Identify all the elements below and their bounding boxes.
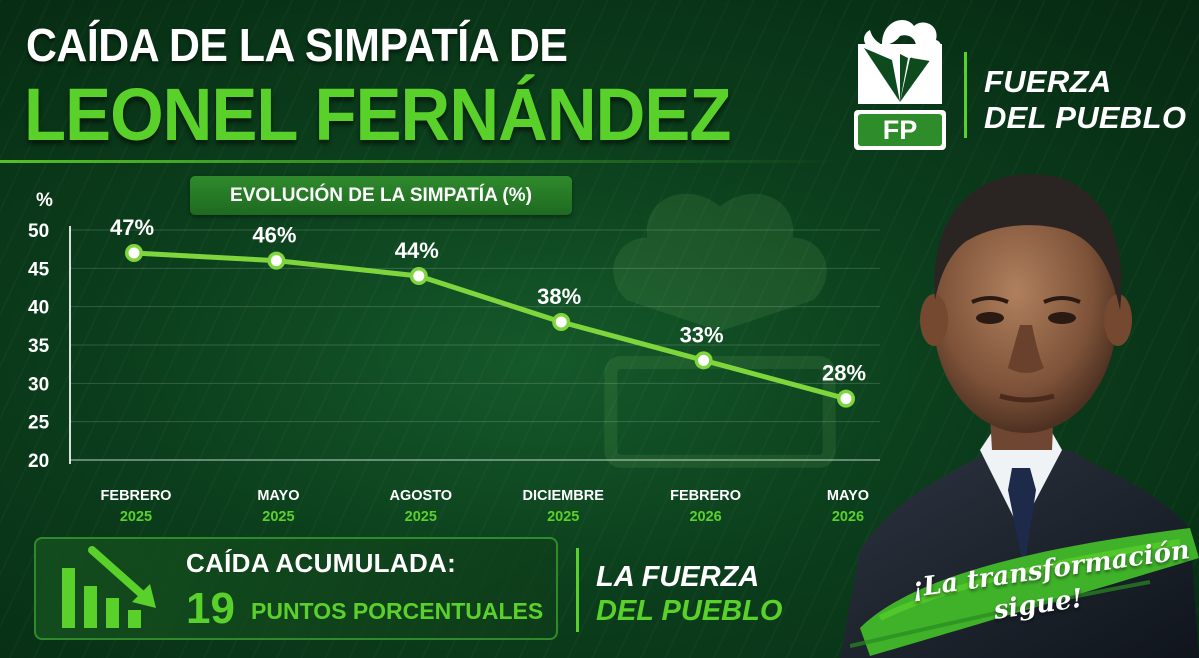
brush-stroke bbox=[850, 528, 1199, 656]
y-tick-label: 30 bbox=[28, 374, 49, 395]
x-tick-month: FEBRERO bbox=[101, 488, 172, 504]
y-tick-label: 20 bbox=[28, 451, 49, 472]
chart-series bbox=[125, 244, 855, 408]
watermark-logo-icon bbox=[604, 193, 836, 468]
x-tick-month: DICIEMBRE bbox=[523, 488, 605, 504]
x-tick-month: AGOSTO bbox=[390, 488, 453, 504]
data-point-inner bbox=[128, 247, 140, 259]
x-tick-month: MAYO bbox=[257, 488, 299, 504]
series-line bbox=[131, 250, 849, 402]
data-label: 44% bbox=[395, 238, 439, 263]
data-point-inner bbox=[413, 270, 425, 282]
data-point-inner bbox=[698, 354, 710, 366]
slogan-divider bbox=[576, 548, 579, 632]
slogan-line2: DEL PUEBLO bbox=[596, 595, 783, 627]
brand-name-line2: DEL PUEBLO bbox=[984, 100, 1187, 135]
summary-label: CAÍDA ACUMULADA: bbox=[186, 548, 457, 578]
summary-value: 19 bbox=[186, 584, 235, 633]
declining-bars-icon bbox=[62, 546, 156, 628]
x-tick-year: 2025 bbox=[547, 509, 579, 525]
x-tick-year: 2026 bbox=[689, 509, 721, 525]
fp-logo: FP bbox=[852, 14, 948, 152]
y-tick-label: 50 bbox=[28, 221, 49, 242]
chart-grid bbox=[70, 229, 880, 423]
x-tick-year: 2026 bbox=[832, 509, 864, 525]
data-point-inner bbox=[840, 393, 852, 405]
slogan-line1: LA FUERZA bbox=[596, 561, 760, 593]
data-point-inner bbox=[270, 255, 282, 267]
x-tick-year: 2025 bbox=[262, 509, 294, 525]
x-tick-year: 2025 bbox=[405, 509, 437, 525]
logo-text: FP bbox=[883, 115, 918, 145]
chart-title: EVOLUCIÓN DE LA SIMPATÍA (%) bbox=[190, 176, 572, 215]
page-title-line1: CAÍDA DE LA SIMPATÍA DE bbox=[26, 19, 568, 71]
x-tick-month: MAYO bbox=[827, 488, 869, 504]
chart-labels: 47% 46% 44% 38% 33% 28% bbox=[110, 215, 866, 386]
party-flower-icon: FP bbox=[854, 20, 946, 150]
brand-divider bbox=[964, 52, 967, 138]
chart-axes: 20253035404550%FEBRERO2025MAYO2025AGOSTO… bbox=[28, 190, 880, 525]
summary-box bbox=[34, 537, 558, 640]
brand-name-line1: FUERZA bbox=[984, 64, 1112, 99]
data-label: 46% bbox=[252, 223, 296, 248]
data-point-inner bbox=[555, 316, 567, 328]
y-tick-label: 40 bbox=[28, 298, 49, 319]
y-axis-label: % bbox=[36, 190, 53, 211]
y-tick-label: 45 bbox=[28, 259, 50, 280]
y-tick-label: 25 bbox=[28, 413, 50, 434]
summary-unit: PUNTOS PORCENTUALES bbox=[251, 598, 544, 624]
x-tick-month: FEBRERO bbox=[670, 488, 741, 504]
title-underline bbox=[0, 160, 840, 163]
data-label: 38% bbox=[537, 284, 581, 309]
line-chart: 20253035404550%FEBRERO2025MAYO2025AGOSTO… bbox=[28, 190, 880, 525]
x-tick-year: 2025 bbox=[120, 509, 152, 525]
page-title-line2: LEONEL FERNÁNDEZ bbox=[24, 73, 731, 156]
data-label: 47% bbox=[110, 215, 154, 240]
data-label: 28% bbox=[822, 361, 866, 386]
y-tick-label: 35 bbox=[28, 336, 50, 357]
data-label: 33% bbox=[680, 322, 724, 347]
